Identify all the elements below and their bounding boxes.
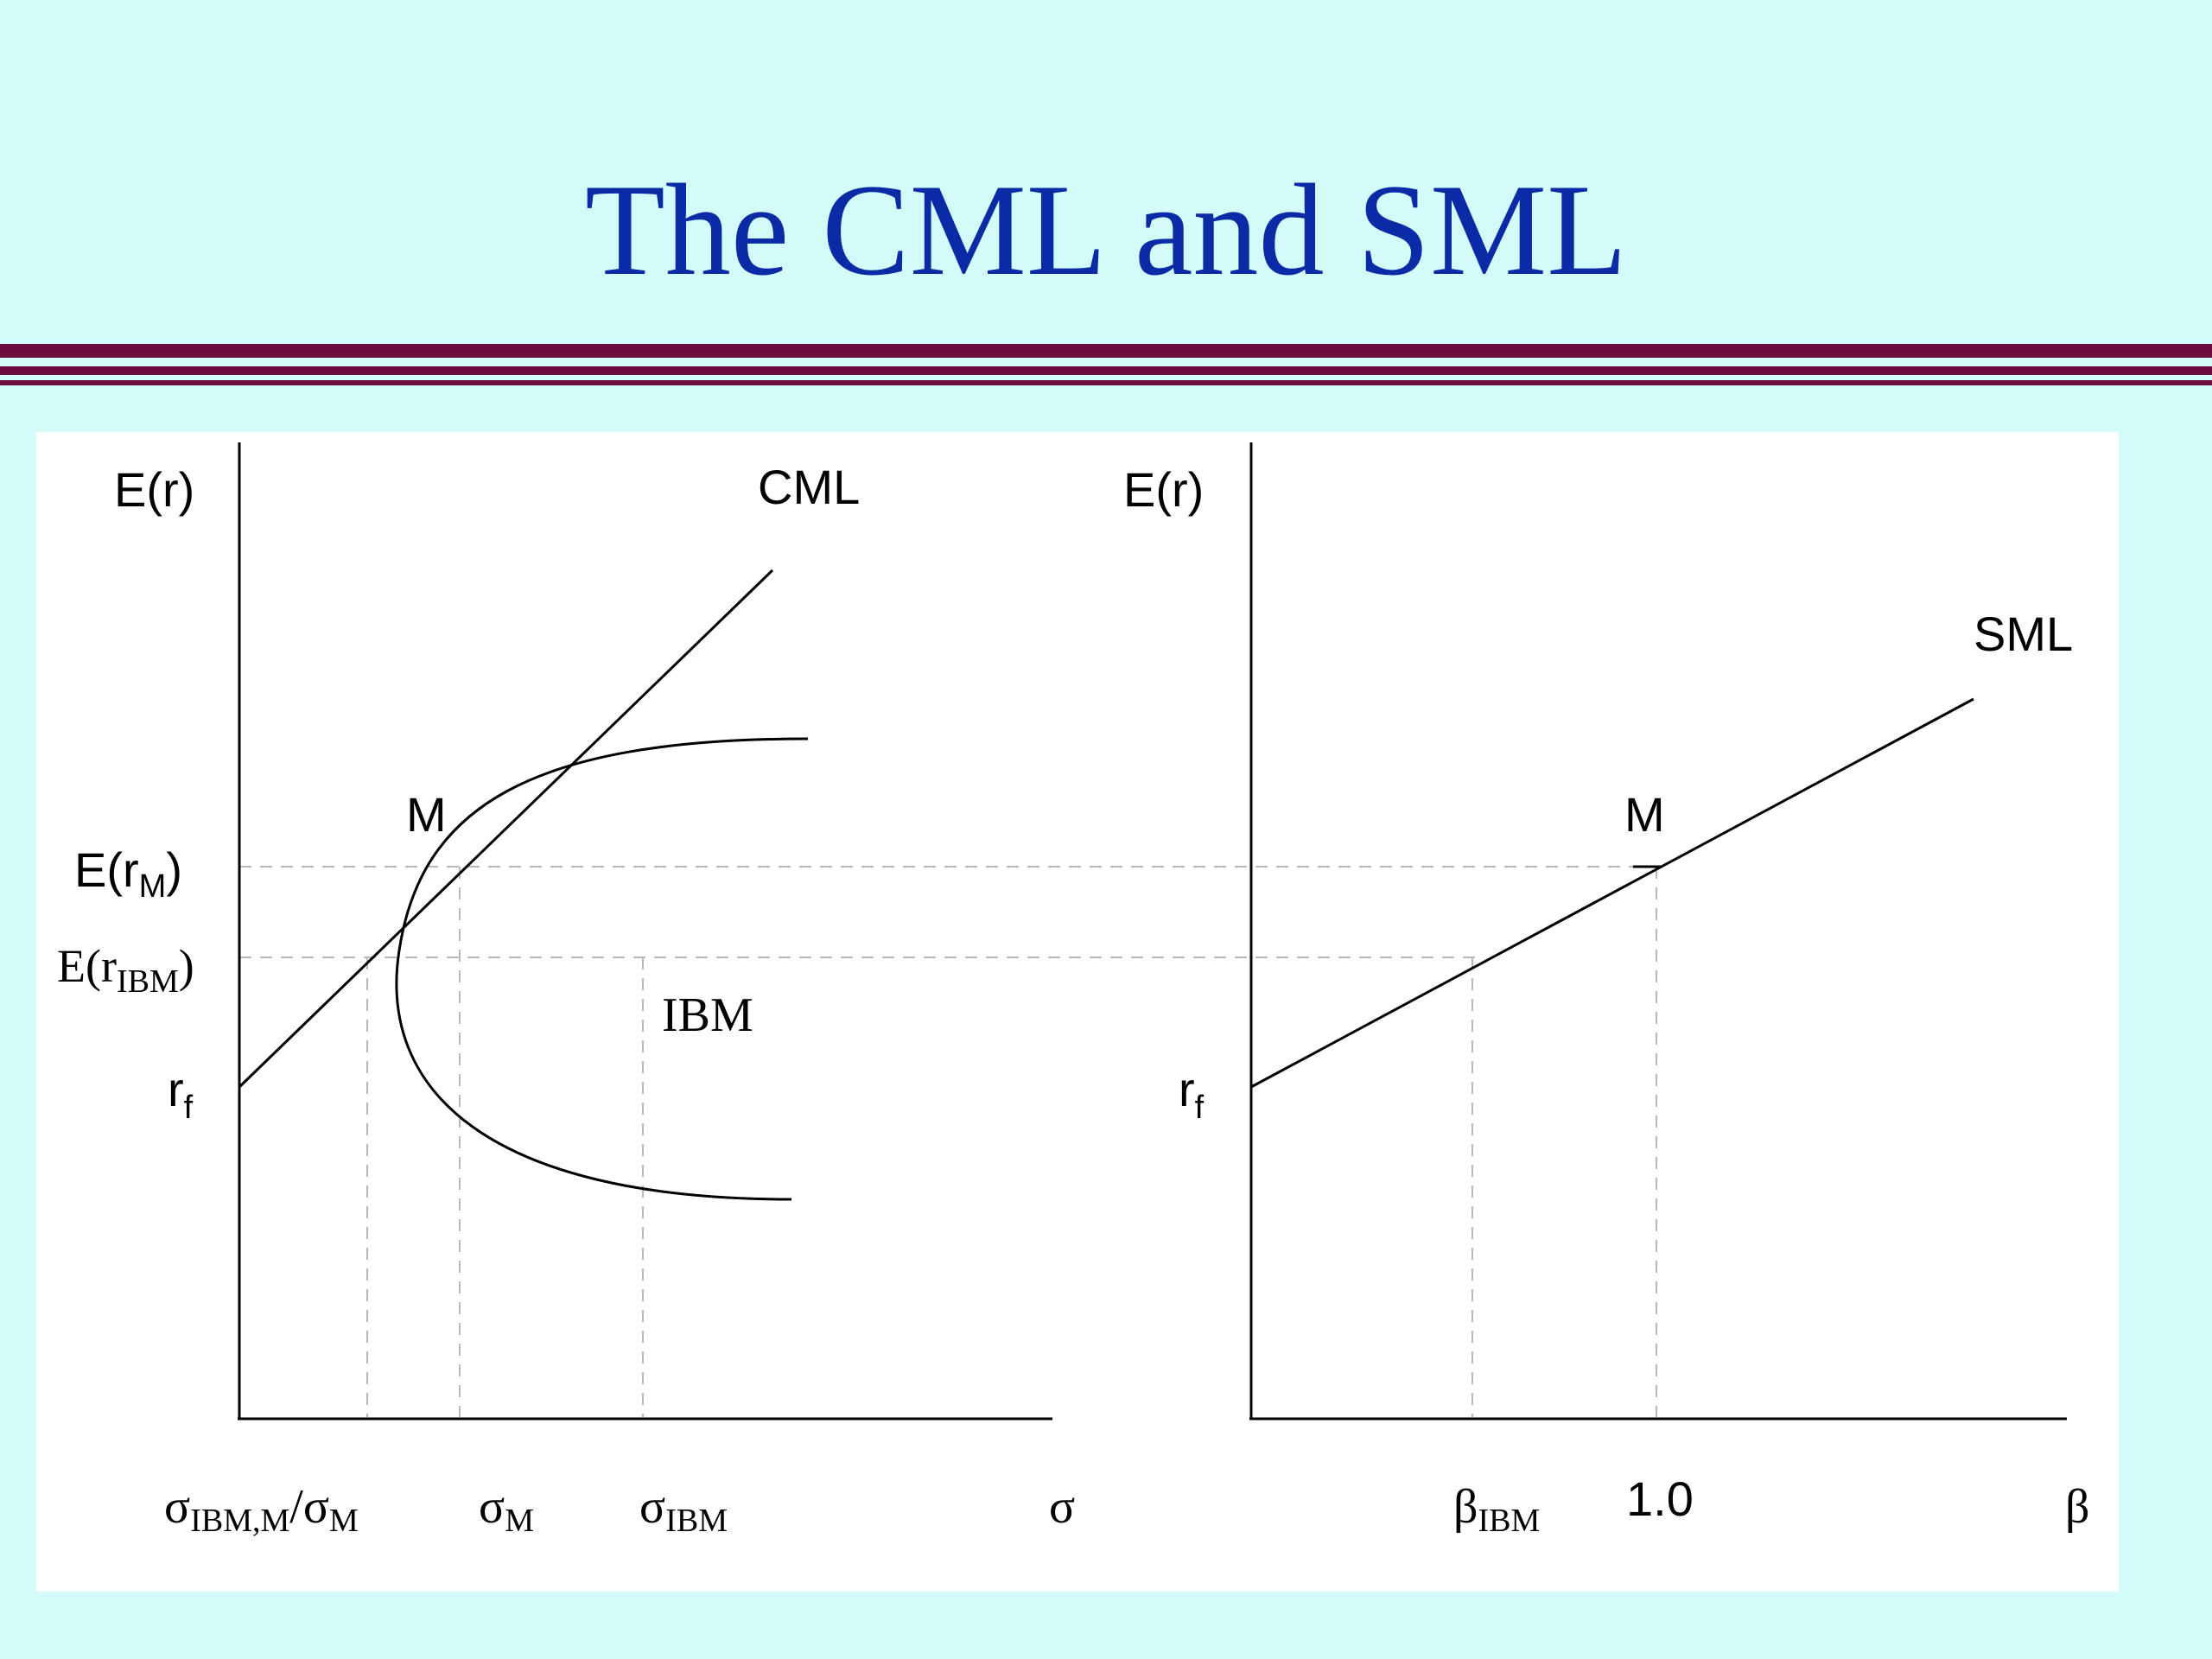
left-x-axis-label: σ: [1049, 1480, 1075, 1534]
cml-sml-diagram: E(r) CML M E(rM) E(rIBM) rf IBM σIBM,M/σ…: [57, 442, 2090, 1539]
cml-label: CML: [758, 460, 860, 514]
x-tick-cov-over-sigma-m: σIBM,M/σM: [164, 1480, 359, 1539]
left-market-point-label: M: [406, 787, 447, 842]
y-tick-expected-return-ibm: E(rIBM): [57, 940, 194, 1000]
y-tick-expected-return-market: E(rM): [74, 842, 182, 905]
title-rule-medium: [0, 366, 2212, 375]
y-tick-risk-free-left: rf: [168, 1062, 194, 1126]
cml-line: [238, 569, 774, 1089]
x-tick-sigma-m: σM: [479, 1480, 534, 1539]
title-rule-thin: [0, 380, 2212, 385]
sml-line: [1250, 697, 1974, 1089]
right-y-axis-label: E(r): [1123, 462, 1204, 517]
figure-panel: E(r) CML M E(rM) E(rIBM) rf IBM σIBM,M/σ…: [36, 432, 2119, 1592]
x-tick-beta-one: 1.0: [1626, 1471, 1694, 1526]
right-x-axis-label: β: [2065, 1480, 2090, 1534]
x-tick-sigma-ibm: σIBM: [639, 1480, 728, 1539]
x-tick-beta-ibm: βIBM: [1453, 1480, 1540, 1539]
efficient-frontier-curve: [395, 737, 809, 1201]
slide-title: The CML and SML: [584, 157, 1628, 302]
y-tick-risk-free-right: rf: [1179, 1062, 1205, 1126]
title-rule-thick: [0, 344, 2212, 358]
right-market-point-label: M: [1624, 787, 1665, 842]
ibm-label: IBM: [662, 988, 753, 1042]
left-y-axis-label: E(r): [114, 462, 194, 517]
sml-label: SML: [1974, 607, 2073, 661]
